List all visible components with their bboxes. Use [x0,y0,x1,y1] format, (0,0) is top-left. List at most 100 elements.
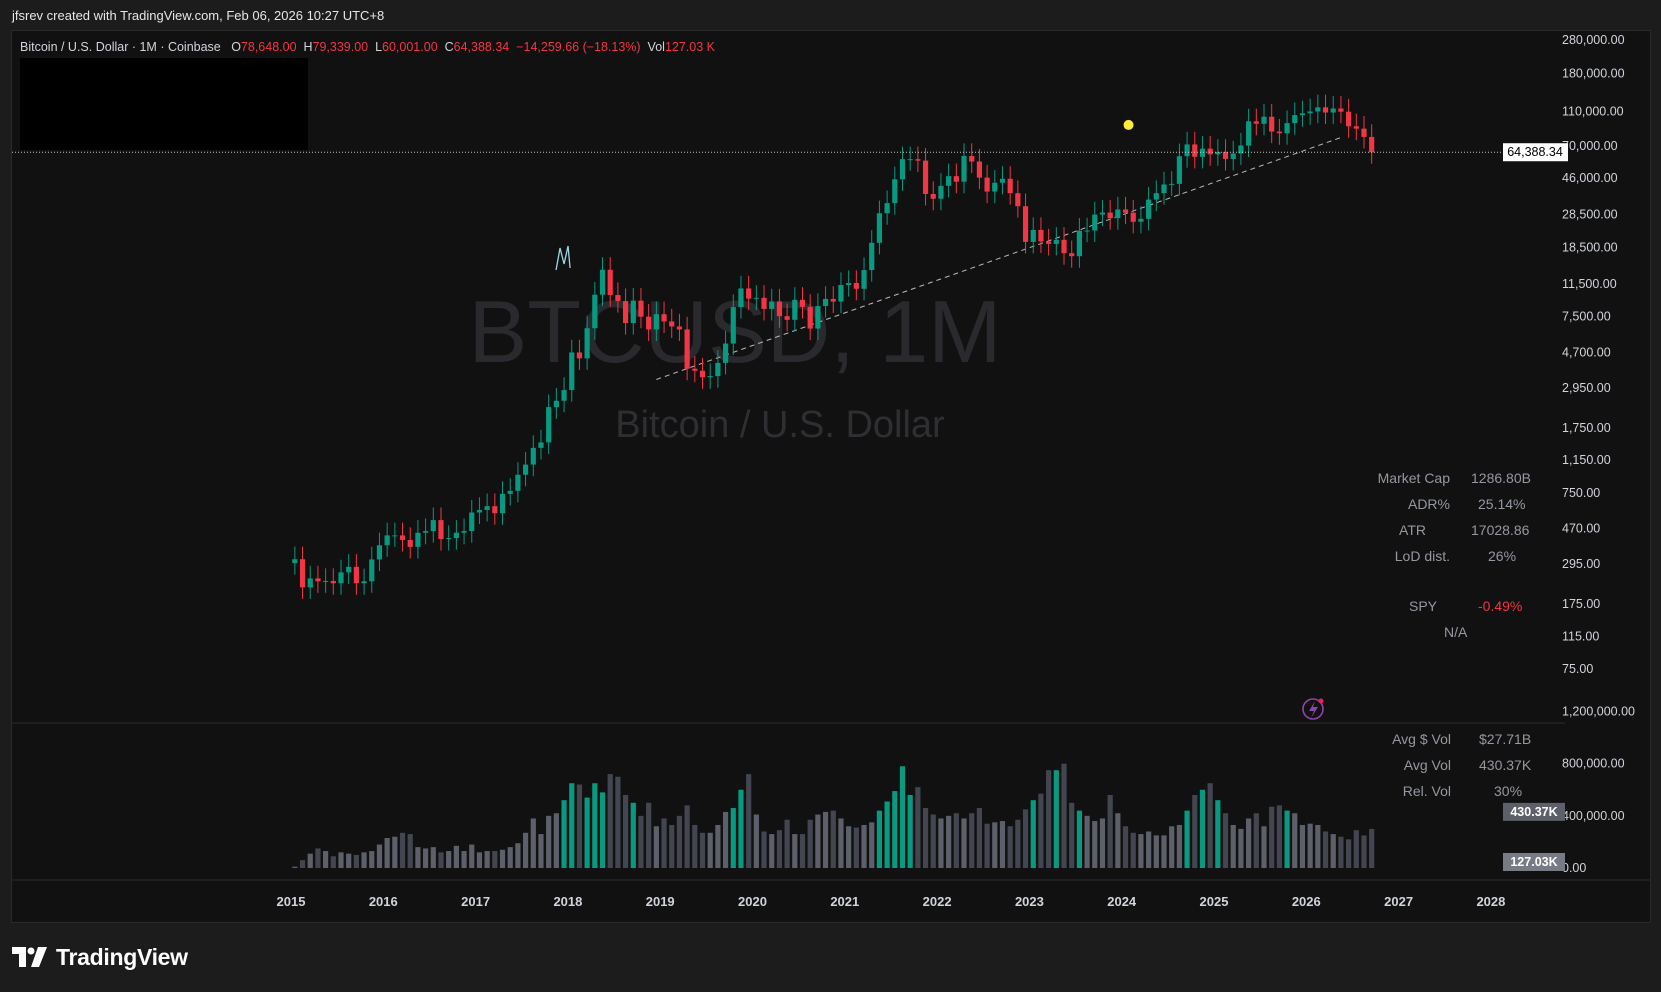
candle[interactable] [492,506,498,514]
candle[interactable] [984,177,990,192]
candle[interactable] [446,538,452,540]
candle[interactable] [1076,230,1082,257]
candle[interactable] [592,294,598,329]
signal-marker[interactable] [1123,119,1134,130]
candle[interactable] [807,306,813,329]
candle[interactable] [1292,115,1298,124]
candle[interactable] [1153,193,1159,200]
candle[interactable] [1253,121,1259,124]
candle[interactable] [1338,108,1344,112]
candle[interactable] [753,297,759,299]
candle[interactable] [938,185,944,199]
candle[interactable] [922,160,929,194]
candle[interactable] [330,580,336,584]
candle[interactable] [615,295,621,302]
candle[interactable] [338,572,344,584]
candle[interactable] [323,580,329,582]
candle[interactable] [307,578,313,588]
candle[interactable] [1353,126,1359,129]
candle[interactable] [1276,131,1282,134]
candle[interactable] [707,376,713,378]
candle[interactable] [1184,144,1190,157]
candle[interactable] [661,314,667,322]
candle[interactable] [1115,209,1121,219]
candle[interactable] [607,269,613,296]
candle[interactable] [1176,156,1182,184]
candle[interactable] [1122,209,1129,213]
candle[interactable] [292,559,298,564]
candle[interactable] [669,321,675,327]
candle[interactable] [469,512,475,532]
candle[interactable] [746,288,752,299]
candle[interactable] [776,301,783,317]
candle[interactable] [453,532,459,539]
candle[interactable] [299,559,306,588]
candle[interactable] [515,474,521,491]
candle[interactable] [1061,239,1067,254]
candle[interactable] [1107,212,1113,219]
candle[interactable] [1099,212,1106,215]
candle[interactable] [584,328,590,359]
candle[interactable] [361,581,367,584]
candle[interactable] [1038,229,1044,242]
candle[interactable] [969,155,975,162]
candle[interactable] [1084,230,1090,232]
candle[interactable] [499,493,506,514]
candle[interactable] [423,531,429,533]
candle[interactable] [1146,199,1152,219]
candle[interactable] [999,178,1006,183]
candle[interactable] [1284,123,1290,134]
candle[interactable] [1361,128,1367,137]
candle[interactable] [1169,183,1175,185]
candle[interactable] [930,193,936,199]
candle[interactable] [684,329,690,369]
candle[interactable] [430,520,436,532]
candle[interactable] [853,283,859,289]
candle[interactable] [553,400,559,408]
candle[interactable] [1030,229,1036,242]
candle[interactable] [507,490,513,494]
candle[interactable] [892,179,898,204]
candle[interactable] [699,370,706,378]
candle[interactable] [792,299,798,320]
candle[interactable] [915,159,921,161]
candle[interactable] [1322,107,1329,113]
candle[interactable] [653,314,659,330]
candle[interactable] [715,362,721,377]
chart-frame[interactable] [11,30,1651,923]
candle[interactable] [1261,116,1267,124]
candle[interactable] [461,531,467,533]
candle[interactable] [822,298,829,307]
candle[interactable] [884,203,890,214]
candle[interactable] [1269,116,1275,132]
candle[interactable] [1130,212,1136,222]
candle[interactable] [799,299,806,307]
candle[interactable] [1092,214,1098,231]
candle[interactable] [830,298,836,302]
candle[interactable] [1022,206,1029,242]
candle[interactable] [538,442,544,448]
candle[interactable] [384,535,390,546]
candle[interactable] [1161,184,1167,194]
candle[interactable] [838,285,844,302]
sparkle-icon[interactable] [1302,698,1324,720]
candle[interactable] [392,535,398,537]
candle[interactable] [946,176,952,186]
candle[interactable] [769,301,775,309]
candle[interactable] [1246,121,1252,146]
candle[interactable] [815,306,821,329]
candle[interactable] [1192,144,1198,157]
candle[interactable] [692,368,698,371]
candle[interactable] [622,301,629,324]
candle[interactable] [1307,111,1313,114]
candle[interactable] [1046,241,1052,244]
candle[interactable] [1369,136,1375,153]
candle[interactable] [1222,151,1229,159]
candle[interactable] [722,343,729,363]
candle[interactable] [1238,145,1244,154]
candle[interactable] [484,506,490,510]
candle[interactable] [907,159,913,161]
candle[interactable] [561,390,567,401]
candle[interactable] [1215,151,1221,155]
